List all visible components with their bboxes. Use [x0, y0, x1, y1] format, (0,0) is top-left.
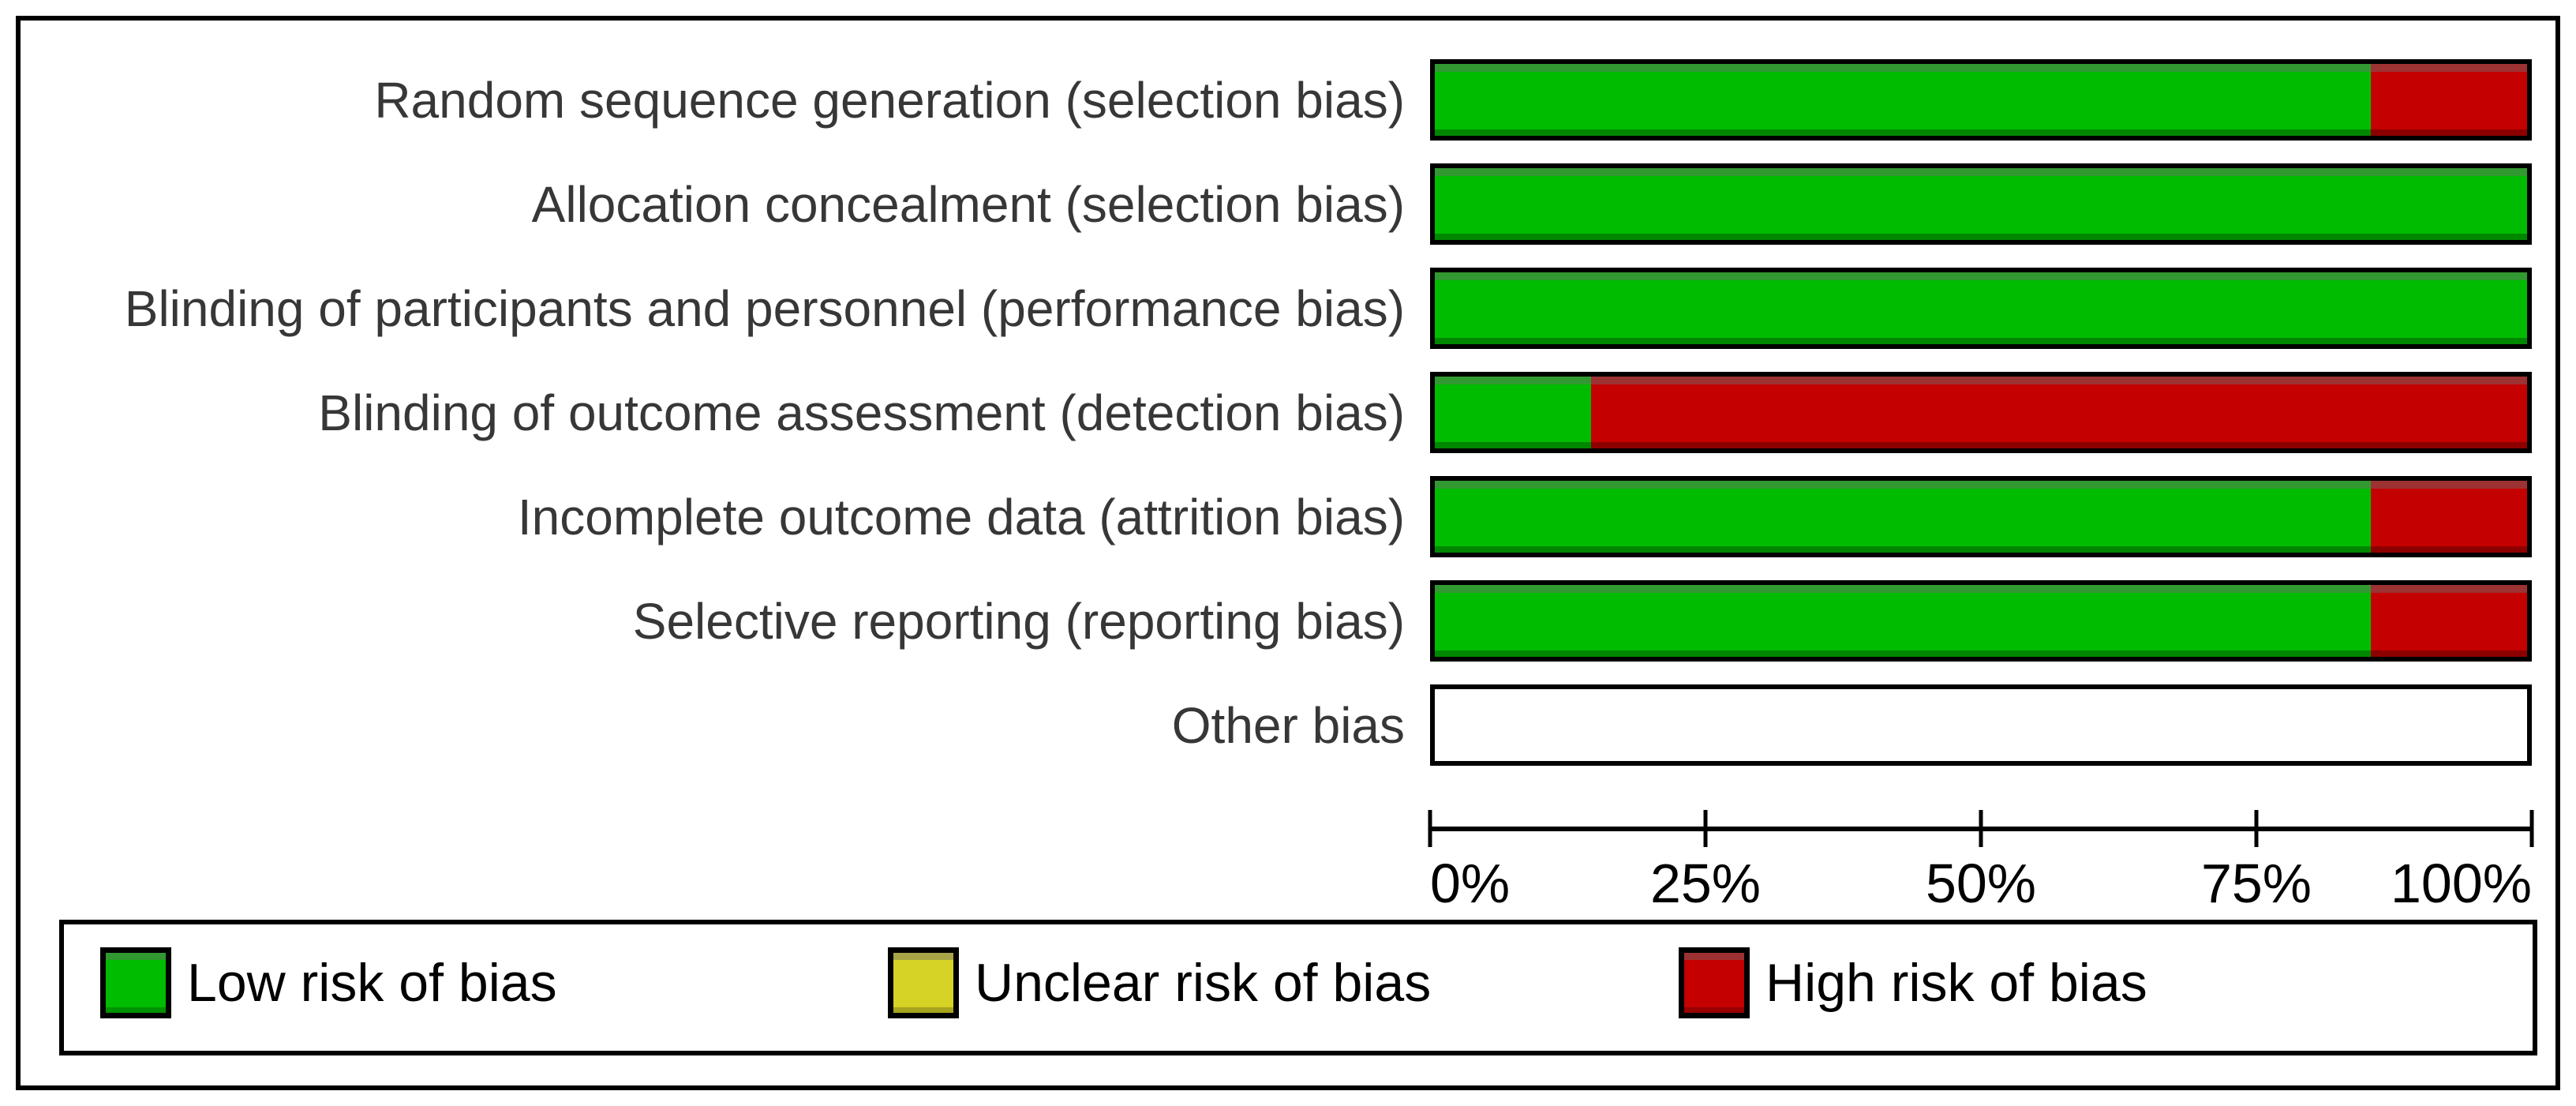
- legend-item-label: Low risk of bias: [187, 953, 557, 1013]
- bias-bar: [1430, 684, 2532, 766]
- axis-tick-label: 0%: [1430, 853, 1511, 914]
- axis-tick-label: 50%: [1925, 853, 2037, 914]
- legend-item-label: Unclear risk of bias: [975, 953, 1432, 1013]
- bias-bar: [1430, 580, 2532, 662]
- legend-item-low: Low risk of bias: [100, 945, 557, 1021]
- axis-tick: [1703, 810, 1708, 847]
- legend-item-label: High risk of bias: [1765, 953, 2147, 1013]
- x-axis-labels: 0% 25% 50% 75% 100%: [1430, 852, 2532, 914]
- axis-tick-label: 100%: [2390, 853, 2532, 914]
- bar-segment-high: [1590, 377, 2527, 448]
- legend-swatch-high-icon: [1679, 947, 1750, 1018]
- chart-row: Blinding of participants and personnel (…: [21, 268, 2555, 349]
- legend-item-unclear: Unclear risk of bias: [888, 945, 1431, 1021]
- chart-row: Random sequence generation (selection bi…: [21, 59, 2555, 141]
- axis-tick: [1428, 810, 1432, 847]
- legend: Low risk of bias Unclear risk of bias Hi…: [59, 920, 2537, 1055]
- axis-tick: [2254, 810, 2259, 847]
- bias-bar: [1430, 476, 2532, 557]
- bar-segment-low: [1435, 64, 2372, 136]
- risk-of-bias-graph: Random sequence generation (selection bi…: [16, 16, 2560, 1090]
- axis-tick: [2529, 810, 2534, 847]
- x-axis-ticks: [1428, 810, 2534, 847]
- chart-row: Blinding of outcome assessment (detectio…: [21, 372, 2555, 453]
- legend-swatch-unclear-icon: [888, 947, 959, 1018]
- category-label: Blinding of outcome assessment (detectio…: [318, 384, 1405, 441]
- legend-item-high: High risk of bias: [1679, 945, 2147, 1021]
- axis-tick-label: 25%: [1649, 853, 1762, 914]
- category-label: Random sequence generation (selection bi…: [374, 71, 1405, 129]
- bias-bar: [1430, 372, 2532, 453]
- bar-segment-low: [1435, 168, 2527, 240]
- bar-segment-low: [1435, 585, 2372, 657]
- category-label: Selective reporting (reporting bias): [632, 592, 1405, 650]
- chart-row: Other bias: [21, 684, 2555, 766]
- bar-segment-high: [2371, 585, 2527, 657]
- axis-tick: [1979, 810, 1983, 847]
- chart-row: Selective reporting (reporting bias): [21, 580, 2555, 662]
- bias-bar: [1430, 268, 2532, 349]
- category-label: Other bias: [1171, 696, 1405, 754]
- bar-segment-low: [1435, 481, 2372, 553]
- bar-segment-high: [2371, 64, 2527, 136]
- category-label: Allocation concealment (selection bias): [531, 175, 1405, 233]
- chart-row: Allocation concealment (selection bias): [21, 163, 2555, 245]
- bias-bar: [1430, 163, 2532, 245]
- legend-swatch-low-icon: [100, 947, 171, 1018]
- bar-segment-low: [1435, 377, 1591, 448]
- bias-bar: [1430, 59, 2532, 141]
- category-label: Blinding of participants and personnel (…: [124, 279, 1405, 337]
- axis-tick-label: 75%: [2200, 853, 2312, 914]
- bar-segment-high: [2371, 481, 2527, 553]
- bar-segment-low: [1435, 272, 2527, 344]
- chart-row: Incomplete outcome data (attrition bias): [21, 476, 2555, 557]
- category-label: Incomplete outcome data (attrition bias): [517, 488, 1405, 546]
